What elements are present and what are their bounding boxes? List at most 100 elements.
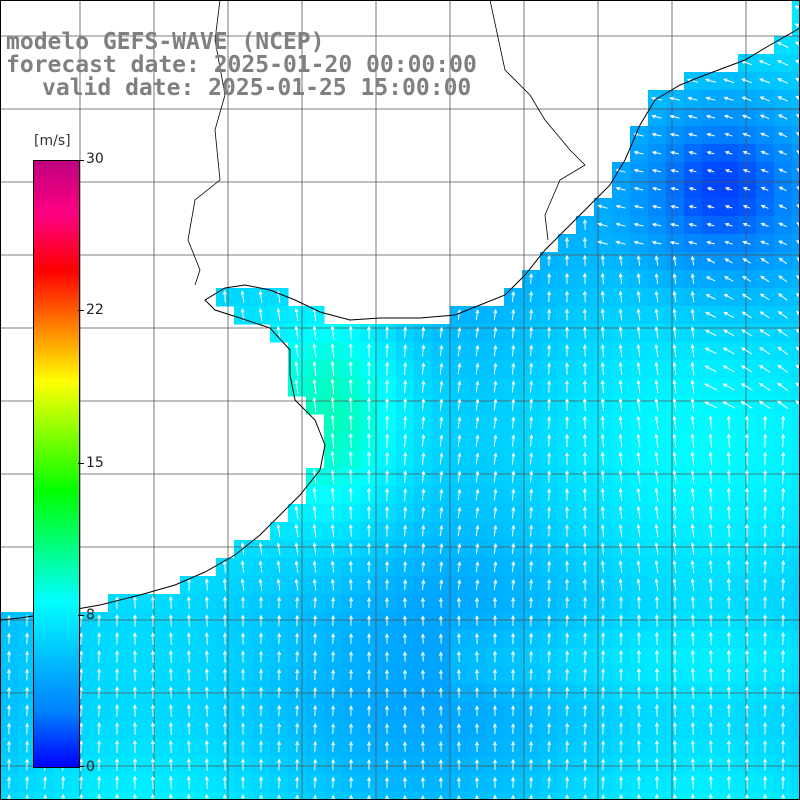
wind-arrow (778, 204, 787, 210)
wind-arrow (132, 686, 137, 699)
wind-arrow (600, 505, 605, 519)
wind-arrow (313, 758, 318, 771)
wind-arrow (312, 378, 317, 395)
wind-arrow (385, 651, 389, 662)
wind-arrow (722, 401, 735, 409)
wind-arrow (547, 308, 552, 321)
wind-arrow (672, 667, 677, 682)
wind-arrow (403, 397, 408, 412)
wind-arrow (475, 524, 480, 537)
wind-cell (792, 540, 800, 559)
wind-arrow (420, 615, 425, 626)
wind-arrow (259, 722, 263, 735)
wind-arrow (438, 669, 443, 680)
colorbar-tick-8: 8 (86, 607, 95, 623)
wind-arrow (636, 631, 641, 646)
wind-arrow (706, 205, 715, 209)
wind-arrow (348, 523, 353, 537)
wind-arrow (547, 470, 552, 483)
wind-arrow (186, 722, 191, 735)
wind-arrow (619, 740, 623, 753)
wind-arrow (457, 524, 462, 537)
wind-arrow (511, 326, 516, 339)
wind-arrow (565, 794, 570, 800)
wind-arrow (726, 739, 731, 753)
wind-arrow (636, 614, 641, 627)
wind-arrow (222, 758, 227, 771)
wind-arrow (763, 505, 768, 520)
wind-arrow (582, 415, 587, 430)
wind-arrow (529, 578, 534, 591)
wind-arrow (654, 379, 659, 394)
wind-arrow (43, 775, 48, 789)
wind-arrow (493, 542, 498, 555)
wind-arrow (672, 397, 677, 412)
wind-arrow (474, 705, 479, 716)
wind-arrow (601, 649, 606, 663)
wind-arrow (259, 668, 263, 681)
wind-arrow (493, 579, 498, 590)
wind-arrow (547, 758, 552, 771)
wind-arrow (565, 433, 569, 447)
wind-arrow (420, 758, 425, 770)
wind-arrow (511, 650, 515, 663)
wind-arrow (618, 451, 623, 466)
wind-arrow (456, 776, 461, 789)
wind-arrow (654, 739, 659, 753)
wind-arrow (402, 758, 407, 770)
wind-arrow (456, 632, 461, 645)
wind-arrow (421, 524, 426, 537)
wind-arrow (186, 614, 191, 627)
wind-arrow (259, 740, 264, 753)
wind-arrow (547, 722, 552, 735)
wind-arrow (760, 150, 769, 155)
wind-arrow (186, 793, 191, 800)
wind-arrow (222, 614, 227, 627)
wind-arrow (636, 704, 641, 717)
wind-arrow (758, 60, 771, 66)
wind-arrow (25, 740, 30, 753)
wind-arrow (259, 686, 263, 699)
wind-arrow (529, 326, 534, 339)
wind-arrow (79, 686, 84, 699)
wind-arrow (706, 132, 715, 137)
wind-arrow (313, 776, 318, 789)
wind-arrow (348, 469, 353, 484)
wind-arrow (654, 255, 659, 266)
wind-cell (792, 630, 800, 649)
wind-arrow (706, 240, 715, 245)
wind-arrow (583, 650, 588, 663)
wind-arrow (636, 272, 641, 285)
wind-arrow (547, 560, 552, 573)
wind-arrow (795, 346, 800, 351)
wind-arrow (726, 577, 731, 591)
wind-cell (792, 36, 800, 55)
wind-arrow (457, 452, 462, 465)
wind-arrow (547, 740, 552, 753)
wind-arrow (115, 704, 120, 717)
wind-cell (792, 666, 800, 685)
wind-arrow (277, 668, 282, 681)
wind-arrow (277, 614, 282, 627)
wind-arrow (330, 505, 335, 520)
wind-arrow (723, 96, 734, 101)
wind-arrow (456, 758, 461, 770)
wind-arrow (781, 740, 786, 753)
wind-arrow (763, 685, 768, 699)
wind-arrow (740, 383, 753, 391)
wind-arrow (349, 740, 354, 752)
wind-arrow (582, 542, 587, 555)
wind-arrow (7, 776, 12, 789)
wind-cell (792, 144, 800, 163)
wind-arrow (222, 668, 227, 681)
wind-arrow (654, 596, 659, 609)
wind-arrow (7, 794, 12, 800)
wind-arrow (654, 361, 659, 376)
wind-arrow (672, 487, 677, 502)
wind-arrow (421, 344, 426, 357)
wind-arrow (776, 60, 789, 66)
wind-arrow (457, 470, 462, 483)
wind-arrow (366, 560, 371, 573)
wind-arrow (795, 364, 800, 369)
wind-arrow (547, 452, 552, 465)
